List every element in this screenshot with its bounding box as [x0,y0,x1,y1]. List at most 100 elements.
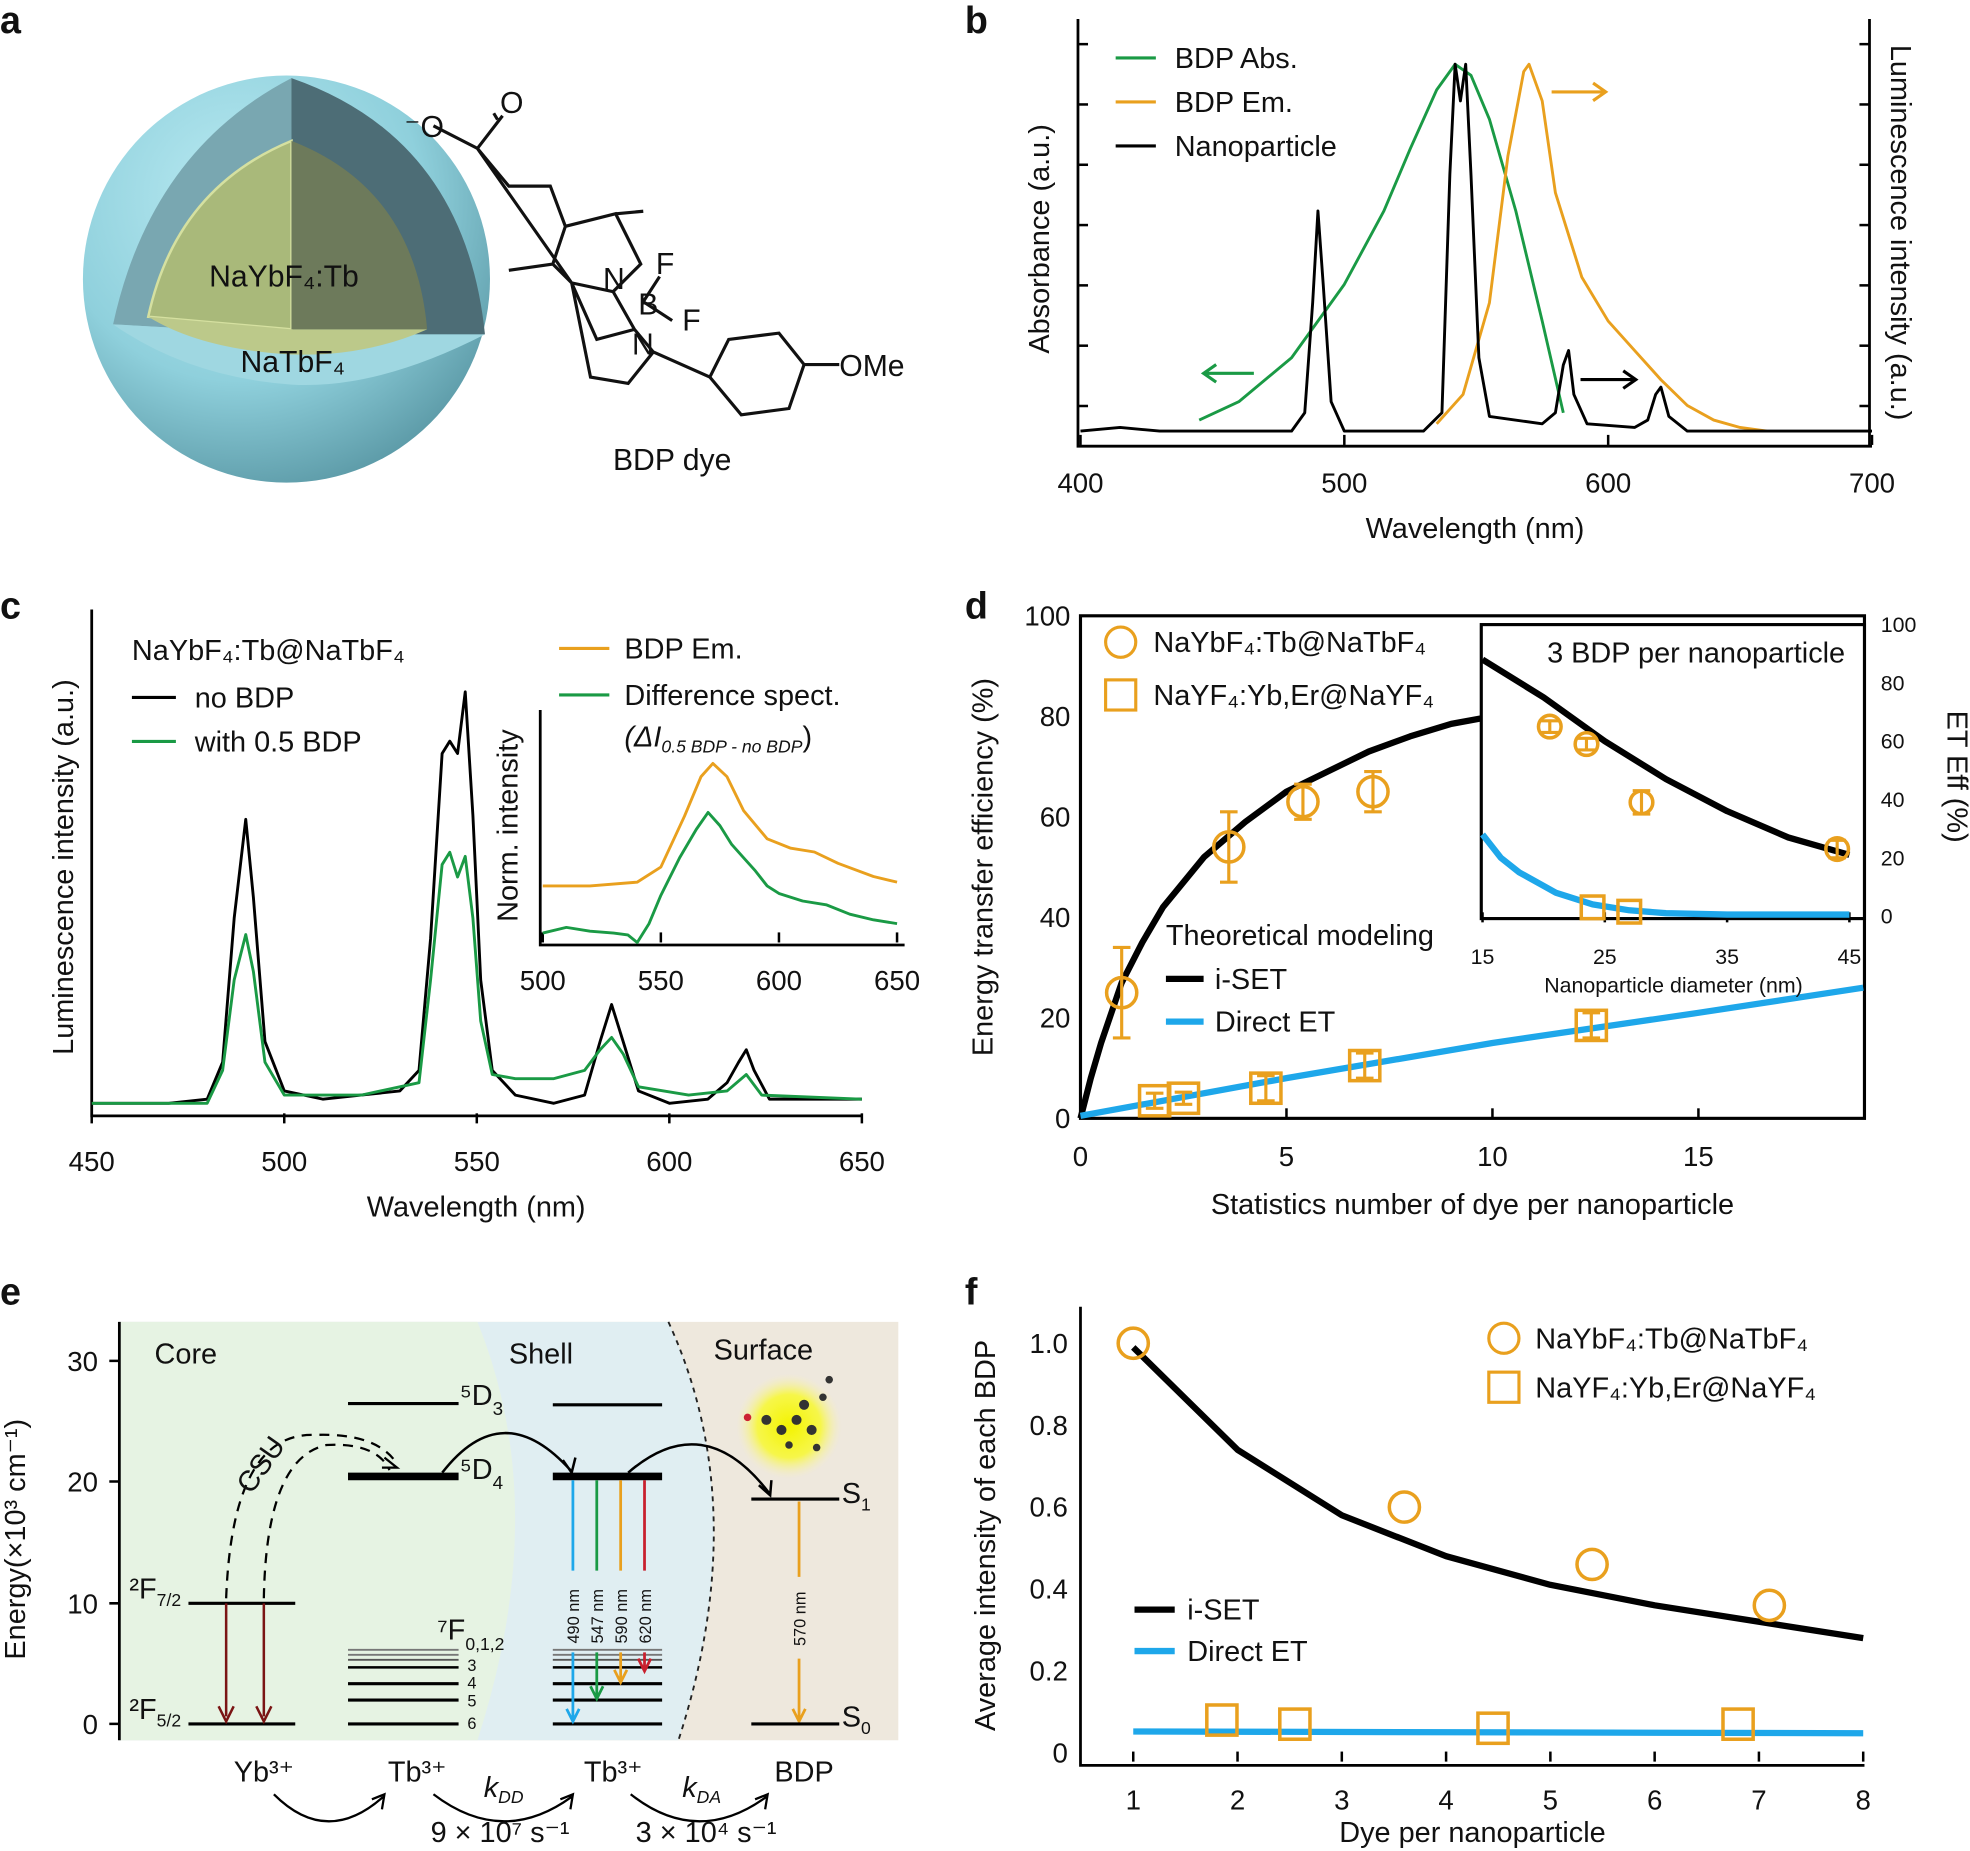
x-tick-label: 10 [1477,1141,1508,1172]
chart-c-inset-ylabel: Norm. intensity [493,729,525,922]
x-tick-label: 5 [1543,1784,1558,1815]
y-tick-label: 0.4 [1030,1574,1068,1605]
species-tb-shell: Tb³⁺ [584,1757,643,1789]
error-bar [1145,1091,1164,1110]
y-tick-label: 0.8 [1030,1410,1068,1441]
atom-b: B [638,288,658,321]
transition-590-label: 590 nm [613,1589,631,1643]
chart-d-xlabel: Statistics number of dye per nanoparticl… [1211,1189,1734,1221]
level-j4: 4 [467,1675,476,1693]
legend-label-abs: BDP Abs. [1175,43,1298,75]
level-d4-label: ⁵D4 [460,1454,503,1493]
x-tick-label: 4 [1438,1784,1453,1815]
chart-b-marks: 400 500 600 700 [1057,42,1895,499]
x-tick-label: 700 [1849,468,1895,499]
atom-f1: F [656,248,674,281]
atom-o-minus: ⁻O [405,111,444,144]
chart-c-ylabel: Luminescence intensity (a.u.) [48,679,80,1055]
y-tick-label: 1.0 [1030,1328,1068,1359]
core-bottom [148,316,428,355]
arrow-left-axis-icon [1200,363,1254,384]
x-tick-label: 8 [1856,1784,1871,1815]
legend-label-direct: Direct ET [1215,1007,1335,1039]
x-tick-label: 600 [646,1146,692,1177]
series-line-bdp-em- [542,761,898,888]
data-point-circle [1536,713,1563,740]
y-tick-label: 0 [1055,1103,1070,1134]
bdp-molecule-icon [743,1375,833,1452]
yb-levels [188,1601,296,1726]
x-tick-label: 600 [756,965,802,996]
series-line-with-0-5-bdp [91,850,862,1105]
data-point-circle [1356,774,1390,809]
data-point-square [1721,1707,1755,1741]
series-line-i-set [1077,713,1494,1120]
yb-emission-arrows [217,1603,273,1725]
data-point-circle [1387,1490,1422,1524]
y-tick-label: 80 [1881,671,1905,695]
y-tick-label: 40 [1881,788,1905,812]
chart-b-y2label: Luminescence intensity (a.u.) [1884,45,1916,421]
x-tick-label: 7 [1751,1784,1766,1815]
series-line-curve-1 [1480,832,1850,918]
panel-letter-b: b [965,0,988,41]
chart-d-ylabel: Energy transfer efficiency (%) [968,678,1000,1056]
level-j5: 5 [467,1692,476,1710]
level-d3-label: ⁵D3 [460,1380,503,1419]
y-tick-label: 60 [1040,801,1071,832]
legend-label-diff: Difference spect. [624,680,840,712]
y-tick-label: 0 [1053,1737,1068,1768]
data-point-square [1278,1707,1312,1741]
legend-label-with-bdp: with 0.5 BDP [194,726,362,758]
x-tick-label: 15 [1471,945,1495,969]
x-tick-label: 550 [638,965,684,996]
legend-label-square: NaYF₄:Yb,Er@NaYF₄ [1153,680,1434,712]
arrow-right-axis-icon-2 [1580,369,1639,390]
region-core-label: Core [155,1338,218,1370]
species-yb: Yb³⁺ [234,1757,294,1789]
legend-label-direct: Direct ET [1187,1636,1307,1668]
data-point-square [1205,1703,1239,1737]
error-bar [1582,1011,1601,1040]
level-f7-label: ⁷F0,1,2 [437,1615,504,1654]
chart-f-xlabel: Dye per nanoparticle [1339,1817,1605,1849]
chart-b-ylabel: Absorbance (a.u.) [1024,124,1056,354]
species-bdp: BDP [774,1757,833,1789]
error-bar [1112,945,1131,1040]
energy-tick: 0 [83,1709,98,1740]
data-point-square [1579,894,1606,921]
series-line-direct-et [1079,984,1864,1119]
panel-letter-e: e [0,1270,21,1312]
data-point-circle [1573,731,1600,758]
bdp-molecule-glow [736,1373,842,1479]
x-tick-label: 1 [1126,1784,1141,1815]
legend-label-no-bdp: no BDP [195,683,295,715]
chart-d-inset-xlabel: Nanoparticle diameter (nm) [1544,974,1803,998]
transition-547-label: 547 nm [589,1589,607,1643]
level-s0-label: S0 [842,1701,871,1738]
x-tick-label: 450 [69,1146,115,1177]
chart-c-inset-marks: 500 550 600 650 [520,761,920,996]
y-tick-label: 100 [1024,600,1070,631]
level-j3: 3 [467,1657,476,1675]
atom-f2: F [682,305,700,338]
x-tick-label: 45 [1838,945,1862,969]
chart-f-axes [1079,1306,1865,1767]
chart-d-marks: 0 5 10 15 0 20 40 60 80 100 [1024,600,1864,1172]
chart-d-legend-title: Theoretical modeling [1166,920,1434,952]
x-tick-label: 35 [1715,945,1739,969]
transition-570-label: 570 nm [791,1592,809,1646]
x-tick-label: 500 [1321,468,1367,499]
y-tick-label: 0.2 [1030,1656,1068,1687]
atom-n2: N [632,328,654,361]
y-tick-label: 80 [1040,701,1071,732]
energy-ylabel: Energy(×10³ cm⁻¹) [0,1419,32,1660]
chart-c: 450 500 550 600 650 Luminescence intensity (… [48,609,920,1223]
data-point-circle [1824,835,1851,863]
error-bar [1355,1051,1374,1080]
chart-c-inset-axes [538,710,905,947]
chart-c-legend-title: NaYbF₄:Tb@NaTbF₄ [132,635,405,667]
atom-o: O [500,87,523,120]
